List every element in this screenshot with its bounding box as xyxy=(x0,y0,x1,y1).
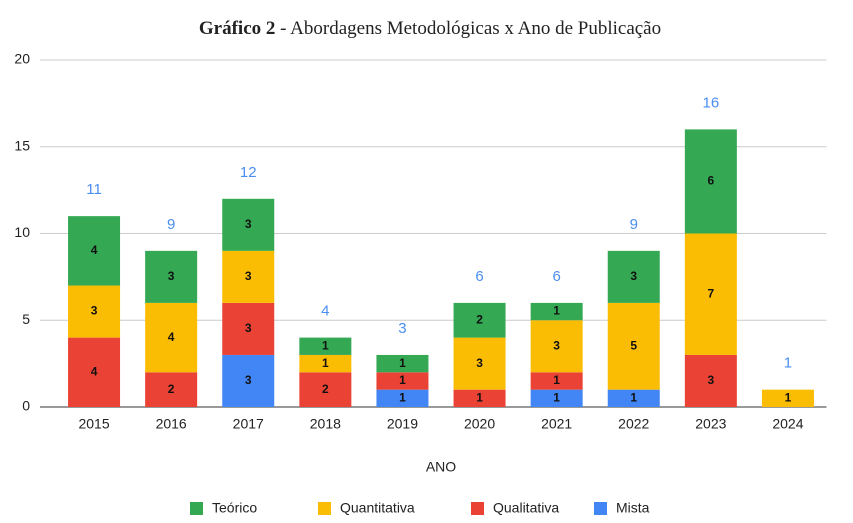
total-label: 6 xyxy=(475,268,483,285)
segment-label: 3 xyxy=(245,373,252,387)
bar-segment xyxy=(376,389,429,407)
bar-segment xyxy=(68,285,121,338)
bar-segment xyxy=(299,337,352,355)
x-tick-label: 2018 xyxy=(310,416,341,432)
total-label: 11 xyxy=(86,181,102,198)
bar-segment xyxy=(761,389,814,407)
segment-label: 3 xyxy=(91,304,98,318)
segment-label: 3 xyxy=(245,321,252,335)
legend-swatch xyxy=(318,502,331,515)
segment-label: 1 xyxy=(322,356,329,370)
x-tick-label: 2017 xyxy=(233,416,264,432)
segment-label: 2 xyxy=(322,382,329,396)
title-rest: - Abordagens Metodológicas x Ano de Publ… xyxy=(275,18,661,39)
segment-label: 1 xyxy=(785,390,792,404)
bar-segment xyxy=(530,302,583,321)
segment-label: 4 xyxy=(168,330,175,344)
bar-segment xyxy=(222,302,275,355)
chart-title: Gráfico 2 - Abordagens Metodológicas x A… xyxy=(199,18,661,39)
segment-label: 1 xyxy=(476,390,483,404)
y-tick-label: 10 xyxy=(14,224,30,240)
x-tick-label: 2019 xyxy=(387,416,418,432)
bar-segment xyxy=(68,216,121,286)
segment-label: 2 xyxy=(476,312,483,326)
segment-label: 1 xyxy=(553,390,560,404)
total-label: 1 xyxy=(784,355,792,372)
total-label: 9 xyxy=(167,216,175,233)
legend-label: Mista xyxy=(616,500,650,516)
segment-label: 2 xyxy=(168,382,175,396)
segment-label: 3 xyxy=(630,269,637,283)
legend-swatch xyxy=(190,502,203,515)
x-tick-label: 2016 xyxy=(156,416,187,432)
segment-label: 1 xyxy=(630,390,637,404)
x-tick-label: 2015 xyxy=(78,416,109,432)
x-tick-label: 2021 xyxy=(541,416,572,432)
legend-label: Qualitativa xyxy=(493,500,559,516)
segment-label: 3 xyxy=(553,338,560,352)
bar-segment xyxy=(684,129,737,234)
y-tick-label: 0 xyxy=(22,398,30,414)
bar-segment xyxy=(222,250,275,303)
total-label: 16 xyxy=(703,94,720,111)
bar-segment xyxy=(453,389,506,407)
y-tick-label: 20 xyxy=(14,51,30,67)
total-label: 9 xyxy=(630,216,638,233)
bar-segment xyxy=(376,354,429,373)
segment-label: 3 xyxy=(245,269,252,283)
bar-segment xyxy=(453,337,506,390)
total-label: 3 xyxy=(398,320,406,337)
segment-label: 1 xyxy=(553,304,560,318)
x-tick-label: 2024 xyxy=(772,416,803,432)
segment-label: 7 xyxy=(708,286,715,300)
x-tick-label: 2022 xyxy=(618,416,649,432)
segment-label: 3 xyxy=(245,217,252,231)
segment-label: 3 xyxy=(708,373,715,387)
segment-label: 5 xyxy=(630,338,637,352)
bar-segment xyxy=(68,337,121,407)
bar-segment xyxy=(530,320,583,373)
legend-label: Teórico xyxy=(212,500,257,516)
bar-segment xyxy=(299,354,352,373)
bar-segment xyxy=(222,354,275,407)
bar-segment xyxy=(530,389,583,407)
segment-label: 1 xyxy=(399,373,406,387)
segment-label: 1 xyxy=(399,390,406,404)
segment-label: 3 xyxy=(168,269,175,283)
bar-segment xyxy=(299,372,352,407)
bar-segment xyxy=(222,198,275,251)
bar-segment xyxy=(607,302,660,390)
legend-label: Quantitativa xyxy=(340,500,415,516)
bar-segment xyxy=(684,233,737,355)
segment-label: 6 xyxy=(708,174,715,188)
bar-segment xyxy=(145,250,198,303)
bar-segment xyxy=(145,372,198,407)
bar-segment xyxy=(684,354,737,407)
bar-segment xyxy=(376,372,429,390)
segment-label: 3 xyxy=(476,356,483,370)
bar-segment xyxy=(607,250,660,303)
y-tick-label: 5 xyxy=(22,311,30,327)
x-axis-label: ANO xyxy=(426,459,456,475)
bar-segment xyxy=(145,302,198,373)
total-label: 6 xyxy=(552,268,560,285)
y-tick-label: 15 xyxy=(14,137,30,153)
total-label: 4 xyxy=(321,303,329,320)
x-tick-label: 2023 xyxy=(695,416,726,432)
legend-swatch xyxy=(471,502,484,515)
bar-segment xyxy=(530,372,583,390)
segment-label: 1 xyxy=(322,338,329,352)
segment-label: 4 xyxy=(91,364,98,378)
bar-segment xyxy=(607,389,660,407)
x-tick-label: 2020 xyxy=(464,416,495,432)
total-label: 12 xyxy=(240,164,257,181)
title-bold: Gráfico 2 xyxy=(199,18,276,39)
bar-segment xyxy=(453,302,506,338)
segment-label: 1 xyxy=(553,373,560,387)
legend-swatch xyxy=(594,502,607,515)
segment-label: 4 xyxy=(91,243,98,257)
segment-label: 1 xyxy=(399,356,406,370)
